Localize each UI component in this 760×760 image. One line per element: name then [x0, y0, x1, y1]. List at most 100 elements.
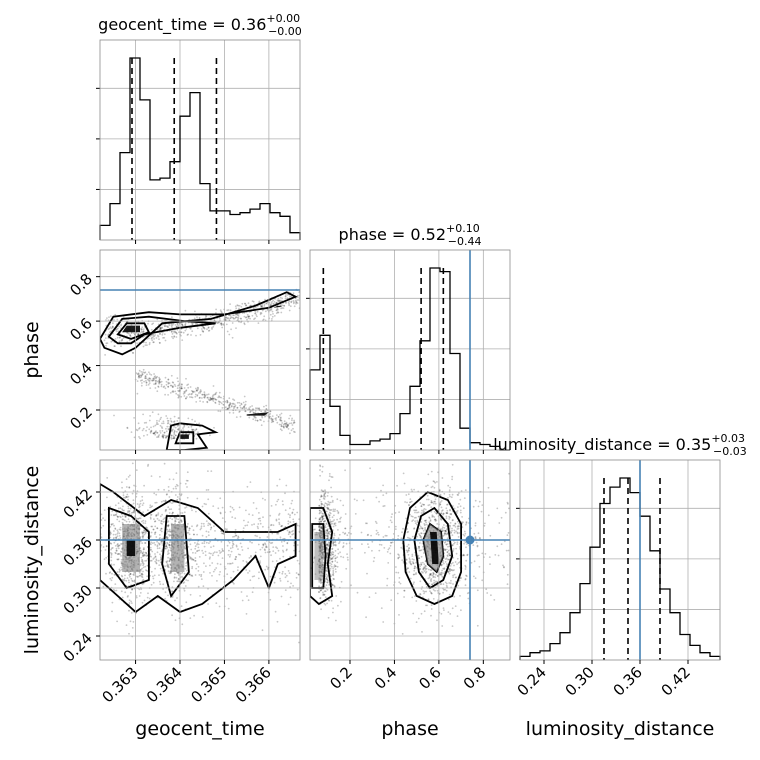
sample-point [161, 544, 164, 546]
sample-point [175, 487, 178, 490]
sample-point [226, 407, 229, 410]
sample-point [319, 526, 322, 529]
sample-point [184, 568, 187, 570]
sample-point [148, 377, 151, 380]
sample-point [288, 531, 290, 534]
sample-point [319, 469, 321, 471]
sample-point [218, 573, 221, 576]
sample-point [430, 614, 432, 617]
sample-point [171, 381, 174, 383]
sample-point [187, 333, 190, 336]
sample-point [333, 585, 336, 588]
sample-point [320, 589, 322, 591]
sample-point [284, 566, 286, 569]
sample-point [326, 602, 328, 605]
sample-point [211, 397, 214, 400]
sample-point [387, 562, 390, 564]
sample-point [288, 422, 291, 425]
sample-point [374, 592, 377, 594]
sample-point [318, 509, 321, 512]
sample-point [325, 510, 328, 513]
sample-point [141, 567, 143, 570]
sample-point [346, 553, 348, 555]
sample-point [123, 579, 126, 582]
sample-point [140, 573, 143, 575]
sample-point [104, 337, 107, 339]
sample-point [120, 555, 122, 557]
sample-point [145, 526, 148, 529]
sample-point [175, 516, 178, 519]
sample-point [275, 419, 277, 421]
sample-point [396, 484, 398, 487]
sample-point [125, 478, 128, 480]
sample-point [177, 396, 180, 399]
sample-point [165, 430, 168, 433]
sample-point [449, 516, 451, 519]
sample-point [195, 334, 197, 337]
sample-point [444, 530, 447, 532]
sample-point [161, 422, 163, 425]
sample-point [398, 577, 401, 579]
sample-point [410, 488, 413, 491]
sample-point [186, 496, 189, 499]
sample-point [144, 551, 147, 554]
sample-point [131, 492, 134, 495]
sample-point [246, 595, 248, 597]
sample-point [327, 535, 329, 537]
sample-point [180, 387, 183, 390]
sample-point [374, 520, 377, 523]
sample-point [202, 585, 205, 588]
sample-point [263, 420, 265, 423]
sample-point [414, 509, 417, 512]
sample-point [456, 493, 459, 496]
sample-point [173, 421, 175, 423]
sample-point [327, 500, 330, 503]
sample-point [144, 554, 147, 557]
sample-point [323, 494, 325, 497]
sample-point [150, 426, 152, 429]
sample-point [192, 558, 195, 561]
sample-point [128, 632, 130, 635]
sample-point [109, 542, 112, 545]
sample-point [138, 595, 141, 597]
sample-point [117, 553, 119, 555]
sample-point [229, 317, 232, 319]
sample-point [277, 311, 280, 314]
sample-point [183, 391, 186, 393]
sample-point [195, 389, 198, 392]
sample-point [110, 556, 113, 559]
sample-point [337, 537, 340, 540]
sample-point [155, 423, 158, 426]
sample-point [489, 563, 491, 565]
sample-point [278, 521, 281, 524]
sample-point [334, 541, 337, 544]
sample-point [171, 512, 174, 515]
sample-point [467, 597, 470, 600]
sample-point [166, 541, 169, 544]
sample-point [276, 421, 279, 424]
sample-point [261, 309, 264, 312]
sample-point [429, 590, 431, 592]
sample-point [128, 520, 131, 523]
sample-point [269, 308, 272, 310]
sample-point [185, 506, 188, 508]
sample-point [147, 509, 149, 512]
sample-point [413, 509, 415, 512]
sample-point [410, 515, 413, 518]
sample-point [241, 407, 244, 409]
sample-point [207, 489, 210, 491]
sample-point [150, 430, 153, 433]
sample-point [246, 524, 249, 527]
sample-point [239, 317, 242, 320]
sample-point [395, 571, 398, 574]
sample-point [220, 402, 223, 405]
sample-point [136, 429, 139, 432]
sample-point [164, 325, 167, 327]
sample-point [370, 534, 372, 537]
sample-point [429, 579, 432, 581]
sample-point [139, 332, 142, 334]
sample-point [228, 405, 231, 408]
sample-point [231, 336, 234, 339]
sample-point [220, 310, 222, 313]
sample-point [435, 512, 438, 515]
